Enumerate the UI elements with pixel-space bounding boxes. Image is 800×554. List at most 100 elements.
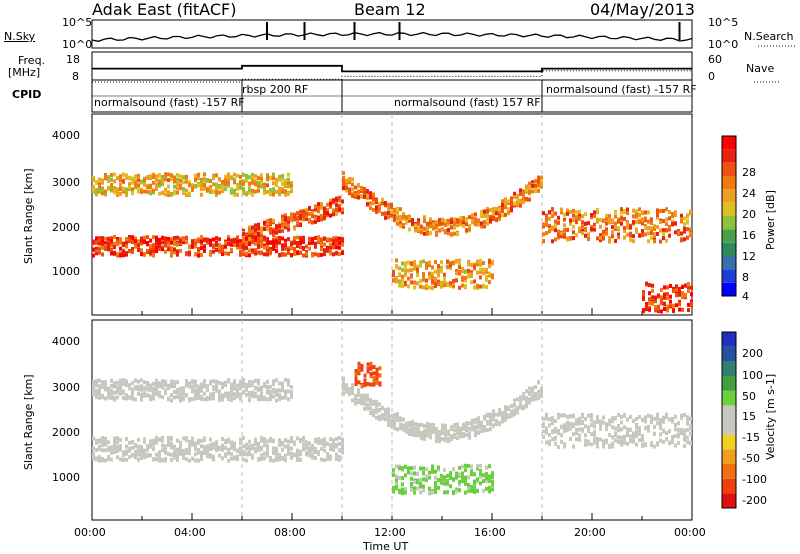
velocity-echo-cell xyxy=(647,426,650,430)
velocity-echo-cell xyxy=(98,455,101,460)
velocity-echo-cell xyxy=(504,417,507,422)
velocity-echo-cell xyxy=(203,445,206,450)
velocity-echo-cell xyxy=(137,448,140,453)
velocity-echo-cell xyxy=(182,394,185,399)
power-echo-cell xyxy=(620,216,623,221)
power-echo-cell xyxy=(260,176,263,181)
velocity-echo-cell xyxy=(395,480,398,485)
power-echo-cell xyxy=(131,235,134,240)
velocity-echo-cell xyxy=(182,455,185,460)
x-tick: 12:00 xyxy=(374,526,406,539)
power-echo-cell xyxy=(345,182,348,187)
power-echo-cell xyxy=(113,241,116,246)
power-echo-cell xyxy=(92,178,95,182)
velocity-echo-cell xyxy=(489,412,492,417)
power-echo-cell xyxy=(684,293,687,298)
velocity-echo-cell xyxy=(447,429,450,434)
velocity-echo-cell xyxy=(269,397,272,401)
velocity-echo-cell xyxy=(458,488,461,493)
power-echo-cell xyxy=(266,252,269,257)
power-echo-cell xyxy=(486,209,489,214)
power-echo-cell xyxy=(648,307,651,312)
power-echo-cell xyxy=(242,186,245,191)
power-echo-cell xyxy=(483,213,486,218)
power-echo-cell xyxy=(623,210,626,214)
power-echo-cell xyxy=(572,218,575,223)
power-echo-cell xyxy=(293,226,296,231)
velocity-colorbar xyxy=(722,332,736,347)
velocity-echo-cell xyxy=(590,414,593,419)
power-echo-cell xyxy=(287,217,290,222)
power-echo-cell xyxy=(137,183,140,188)
velocity-echo-cell xyxy=(434,486,437,491)
power-echo-cell xyxy=(275,230,278,235)
velocity-echo-cell xyxy=(260,457,263,461)
velocity-echo-cell xyxy=(473,489,476,494)
power-echo-cell xyxy=(614,224,617,229)
power-echo-cell xyxy=(575,220,578,225)
power-echo-cell xyxy=(653,224,656,229)
velocity-echo-cell xyxy=(410,487,413,492)
velocity-echo-cell xyxy=(413,479,416,484)
velocity-echo-cell xyxy=(581,421,584,426)
power-echo-cell xyxy=(384,215,387,220)
velocity-echo-cell xyxy=(263,451,266,456)
power-echo-cell xyxy=(332,241,335,246)
velocity-echo-cell xyxy=(131,381,134,386)
velocity-echo-cell xyxy=(575,427,578,432)
power-colorbar xyxy=(722,269,736,283)
power-echo-cell xyxy=(200,241,203,246)
power-echo-cell xyxy=(242,236,245,241)
velocity-echo-cell xyxy=(263,384,266,389)
velocity-echo-cell xyxy=(335,436,338,441)
power-echo-cell xyxy=(119,174,122,179)
power-echo-cell xyxy=(185,177,188,182)
power-echo-cell xyxy=(113,188,116,193)
power-echo-cell xyxy=(233,237,236,242)
power-echo-cell xyxy=(209,238,212,243)
power-echo-cell xyxy=(308,211,311,216)
power-echo-cell xyxy=(251,192,254,197)
power-echo-cell xyxy=(236,235,239,240)
power-echo-cell xyxy=(645,303,648,308)
power-echo-cell xyxy=(254,233,257,238)
velocity-echo-cell xyxy=(263,443,266,448)
power-echo-cell xyxy=(290,185,293,190)
velocity-echo-cell xyxy=(197,448,200,452)
velocity-echo-cell xyxy=(203,384,206,389)
velocity-echo-cell xyxy=(623,425,626,430)
power-echo-cell xyxy=(593,210,596,215)
velocity-colorbar xyxy=(722,434,736,450)
velocity-echo-cell xyxy=(146,452,149,457)
velocity-echo-cell xyxy=(104,384,107,389)
velocity-echo-cell xyxy=(152,442,155,447)
velocity-echo-cell xyxy=(257,397,260,402)
power-echo-cell xyxy=(116,176,119,181)
velocity-echo-cell xyxy=(104,436,107,441)
velocity-echo-cell xyxy=(416,479,419,484)
power-echo-cell xyxy=(449,261,452,265)
velocity-echo-cell xyxy=(488,464,491,469)
power-echo-cell xyxy=(596,207,599,212)
velocity-echo-cell xyxy=(191,384,194,389)
velocity-echo-cell xyxy=(584,417,587,421)
power-echo-cell xyxy=(281,246,284,251)
velocity-echo-cell xyxy=(620,435,623,440)
velocity-echo-cell xyxy=(260,445,263,450)
power-echo-cell xyxy=(416,267,419,272)
velocity-echo-cell xyxy=(239,379,242,384)
power-echo-cell xyxy=(263,227,266,231)
velocity-echo-cell xyxy=(143,452,146,457)
power-echo-cell xyxy=(599,224,602,229)
velocity-echo-cell xyxy=(632,431,635,436)
power-echo-cell xyxy=(599,217,602,222)
velocity-echo-cell xyxy=(491,471,494,476)
power-echo-cell xyxy=(404,268,407,273)
power-echo-cell xyxy=(641,217,644,222)
power-echo-cell xyxy=(557,229,560,234)
velocity-echo-cell xyxy=(413,490,416,495)
power-echo-cell xyxy=(665,222,668,227)
power-echo-cell xyxy=(405,219,408,224)
velocity-echo-cell xyxy=(269,456,272,460)
velocity-echo-cell xyxy=(191,442,194,447)
